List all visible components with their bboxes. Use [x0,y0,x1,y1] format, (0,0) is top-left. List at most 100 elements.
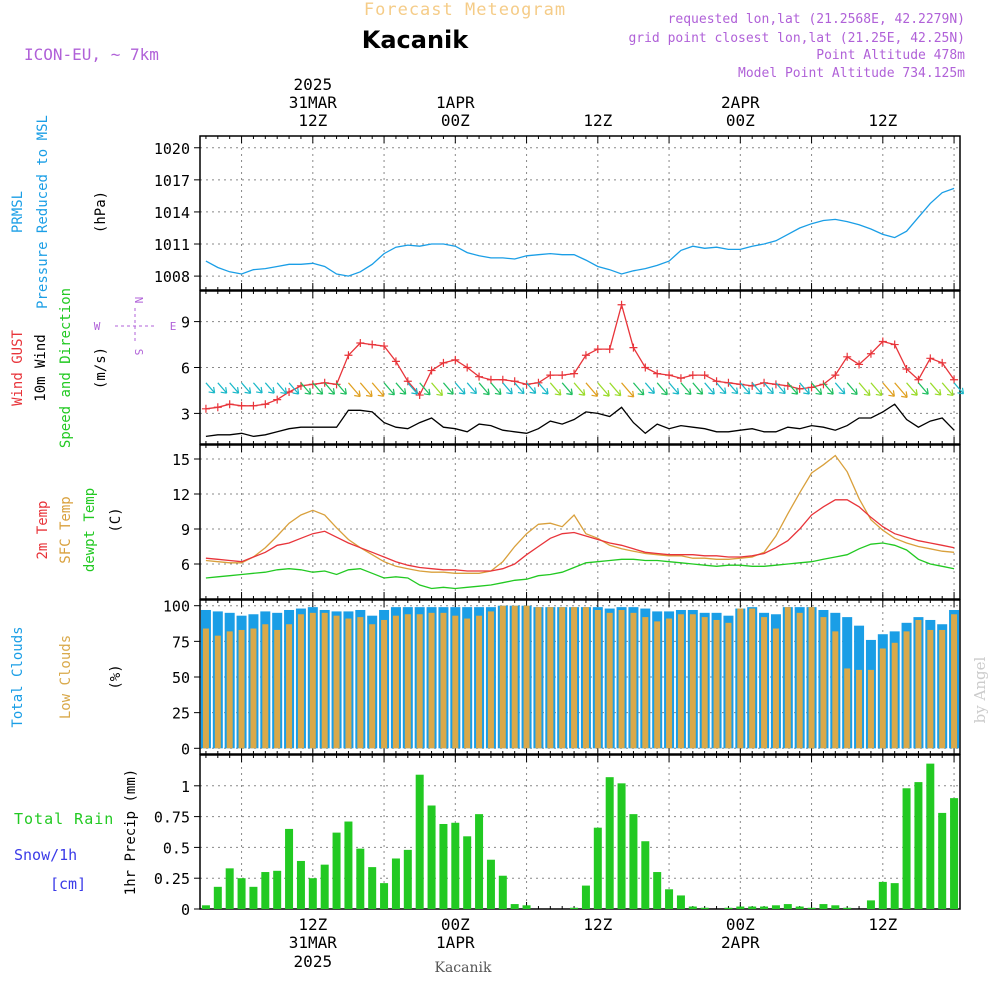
rain-bar [866,900,875,909]
gust-marker [676,374,685,383]
low-cloud-bar [238,629,245,749]
rain-bar [403,849,412,909]
y-tick-label: 75 [172,633,190,651]
panel-4 [194,754,961,910]
dewpt-label: dewpt Temp [82,488,98,572]
wind-direction-arrow [205,382,216,394]
compass-s: S [132,349,145,356]
y-tick-label: 9 [181,521,190,539]
rain-bar [498,875,507,909]
low-cloud-bar [761,617,768,749]
gust-marker [938,358,947,367]
pressure-label-1: PRMSL [10,191,26,233]
gust-marker [261,400,270,409]
wind-direction-arrow [763,382,774,395]
gust-marker [581,351,590,360]
low-cloud-bar [677,614,684,749]
gust-marker [843,352,852,361]
wind-direction-arrow [811,382,823,396]
compass-cross [115,308,155,344]
low-cloud-bar [737,608,744,749]
gust-marker [237,401,246,410]
y-tick-label: 0.5 [163,839,190,857]
wind-direction-arrow [324,382,336,395]
wind-direction-arrow [917,382,929,395]
low-cloud-bar [262,624,269,749]
rain-bar [261,872,270,909]
rain-bar [700,907,709,909]
rain-bar [201,905,210,909]
rain-bar [724,907,733,909]
gust-marker [950,375,959,384]
y-tick-label: 6 [181,360,190,378]
low-clouds-label: Low Clouds [58,635,74,719]
rain-bar [344,821,353,909]
snow-label: Snow/1h [14,846,77,864]
gust-marker [308,380,317,389]
gust-marker [498,375,507,384]
y-tick-label: 1014 [154,204,190,222]
rain-bar [593,827,602,909]
pressure-label-2: Pressure Reduced to MSL [35,115,51,309]
gust-marker [629,343,638,352]
wind-direction-arrow [894,382,908,398]
gust-marker [890,340,899,349]
wind-direction-arrow [621,382,635,398]
wind-direction-arrow [846,382,858,396]
rain-bar [581,885,590,909]
total-clouds-label: Total Clouds [10,626,26,727]
wind-direction-arrow [585,382,599,397]
wind-direction-arrow [217,382,228,394]
rain-bar [415,774,424,909]
sfc-temp-label: SFC Temp [58,496,74,563]
low-cloud-bar [226,631,233,749]
bottom-time-label: 31MAR [289,933,338,952]
low-cloud-bar [618,609,625,749]
low-cloud-bar [939,629,946,749]
panel-frame [199,135,961,291]
low-cloud-bar [796,612,803,749]
gust-marker [617,300,626,309]
wind-direction-arrow [929,382,942,396]
bottom-time-label: 12Z [583,915,612,934]
low-cloud-bar [867,669,874,749]
compass-e: E [170,320,177,333]
y-tick-label: 0.25 [154,870,190,888]
low-cloud-bar [464,618,471,749]
low-cloud-bar [535,607,542,749]
rain-bar [819,904,828,909]
wind-direction-arrow [312,382,324,395]
low-cloud-bar [511,605,518,749]
y-tick-label: 6 [181,556,190,574]
gust-marker [201,404,210,413]
rain-bar [249,886,258,909]
y-tick-label: 100 [163,598,190,616]
rain-bar [795,906,804,909]
low-cloud-bar [381,619,388,749]
low-cloud-bar [309,612,316,749]
rain-bar [629,814,638,909]
bottom-time-label: 12Z [298,915,327,934]
y-tick-label: 3 [181,405,190,423]
rain-bar [308,878,317,909]
wind10-label: 10m Wind [33,334,49,401]
compass-n: N [132,297,145,304]
wind-direction-arrow [834,382,846,395]
panel-frame [199,444,961,600]
low-cloud-bar [250,628,257,749]
gust-marker [641,363,650,372]
wind-direction-arrow [442,382,454,395]
gust-marker [653,369,662,378]
gust-marker [368,340,377,349]
rain-bar [213,886,222,909]
wind-direction-arrow [751,382,763,395]
pressure-line [205,187,955,277]
gust-marker [570,369,579,378]
low-cloud-bar [428,612,435,749]
low-cloud-bar [571,607,578,749]
bottom-time-label: 1APR [436,933,475,952]
y-tick-label: 15 [172,451,190,469]
low-cloud-bar [333,615,340,749]
rain-bar [843,907,852,909]
rain-bar [486,859,495,909]
